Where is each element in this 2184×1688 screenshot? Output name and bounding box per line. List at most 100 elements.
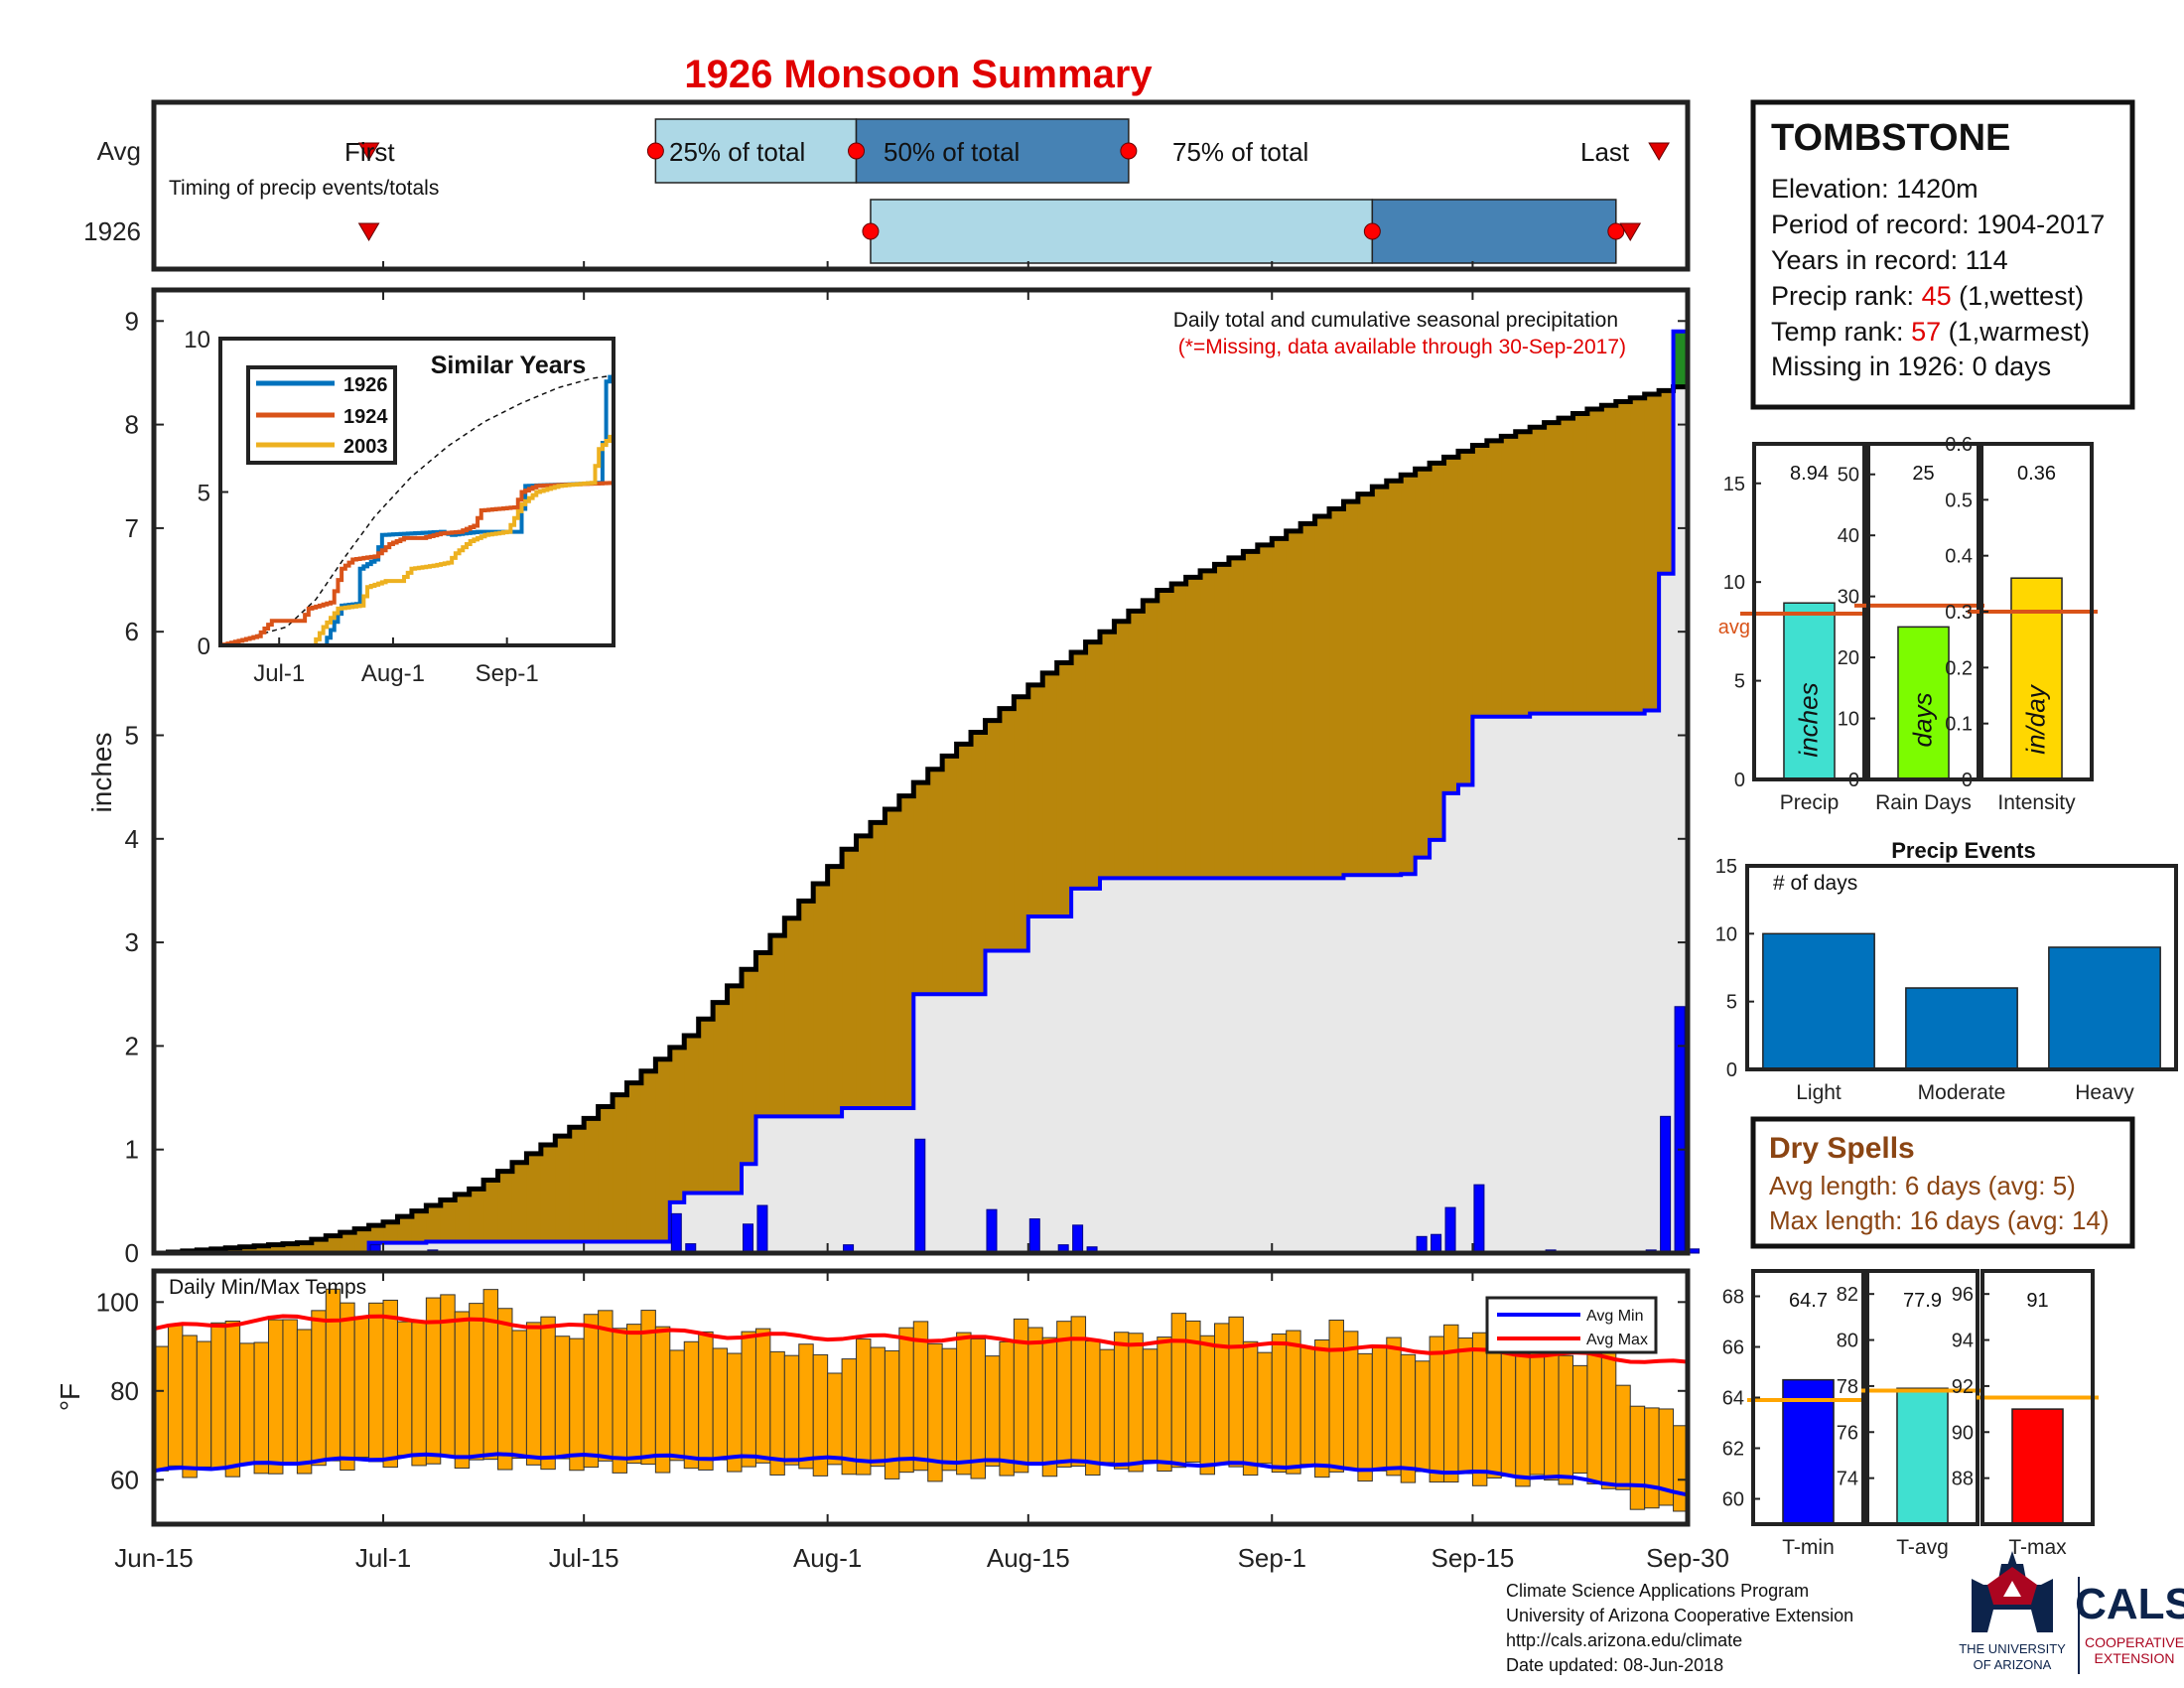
daily-temp-bar bbox=[1357, 1352, 1373, 1482]
ua-a-counter bbox=[2003, 1581, 2021, 1597]
daily-temp-bar bbox=[1529, 1349, 1546, 1476]
precip-deficit-segment bbox=[282, 1243, 298, 1253]
daily-temp-bar bbox=[683, 1340, 700, 1470]
stat-panel-label: Intensity bbox=[1997, 791, 2076, 814]
station-frame bbox=[1750, 99, 2135, 410]
precip-deficit-segment bbox=[368, 1225, 384, 1243]
date-tick-label: Aug-15 bbox=[987, 1543, 1070, 1573]
stat-unit-label: days bbox=[1908, 693, 1938, 748]
daily-temp-bar bbox=[340, 1302, 355, 1472]
daily-temp-bar bbox=[554, 1336, 571, 1460]
stat-y-tick-label: 80 bbox=[1837, 1331, 1858, 1352]
daily-temp-bar bbox=[469, 1303, 484, 1461]
precip-y-tick-label: 7 bbox=[125, 513, 139, 543]
daily-temp-bar bbox=[296, 1329, 313, 1475]
daily-precip-bar bbox=[914, 1138, 926, 1254]
daily-temp-bar bbox=[598, 1310, 614, 1462]
daily-temp-bar bbox=[1457, 1337, 1473, 1475]
precip-y-tick-label: 6 bbox=[125, 617, 139, 646]
precip-deficit-segment bbox=[727, 985, 743, 1194]
events-plot-area: Light Moderate Heavy 0 5 10 15 bbox=[1715, 856, 2161, 1104]
events-y-tick-label: 5 bbox=[1726, 992, 1737, 1014]
daily-temp-bar bbox=[497, 1308, 513, 1471]
daily-temp-bar bbox=[970, 1337, 986, 1479]
stat-value-label: 25 bbox=[1912, 463, 1934, 485]
daily-temp-bar bbox=[1257, 1351, 1273, 1465]
precip-deficit-segment bbox=[913, 782, 929, 995]
daily-precip-bar bbox=[743, 1223, 754, 1254]
footer-line-2: University of Arizona Cooperative Extens… bbox=[1506, 1606, 1853, 1625]
stat-y-tick-label: 0.3 bbox=[1945, 602, 1973, 624]
precip-y-label: inches bbox=[86, 733, 117, 813]
dry-spells-title: Dry Spells bbox=[1769, 1132, 1915, 1165]
daily-precip-bar bbox=[1674, 1006, 1686, 1254]
precip-deficit-segment bbox=[511, 1162, 528, 1242]
precip-deficit-segment bbox=[1128, 611, 1144, 879]
stat-y-tick-label: 92 bbox=[1952, 1376, 1974, 1398]
legend-label-2003: 2003 bbox=[343, 436, 388, 458]
stat-panel-frame bbox=[1980, 1269, 2095, 1526]
precip-deficit-segment bbox=[426, 1205, 442, 1242]
cals-sub-line-1: COOPERATIVE bbox=[2085, 1634, 2184, 1650]
daily-temp-bar bbox=[196, 1340, 212, 1468]
precip-deficit-segment bbox=[827, 866, 843, 1117]
university-of-arizona-logo: THE UNIVERSITY OF ARIZONA bbox=[1959, 1551, 2080, 1674]
timing-avg-q75-marker bbox=[1120, 142, 1138, 160]
similar-years-inset: 0 5 10 Jul-1 Aug-1 Sep-1 Similar Years 1926 1… bbox=[184, 327, 615, 687]
timing-avg-first-marker bbox=[357, 142, 380, 161]
inset-x-tick-label: Sep-1 bbox=[476, 660, 539, 687]
precip-deficit-segment bbox=[1243, 551, 1259, 879]
stat-panel-label: Rain Days bbox=[1875, 791, 1972, 814]
precip-deficit-segment bbox=[1530, 427, 1546, 714]
precip-deficit-segment bbox=[540, 1145, 556, 1242]
precip-deficit-segment bbox=[798, 901, 814, 1117]
precip-deficit-segment bbox=[239, 1246, 255, 1253]
precip-y-tick-label: 3 bbox=[125, 927, 139, 957]
stat-y-tick-label: 0.6 bbox=[1945, 434, 1973, 456]
precip-deficit-segment bbox=[268, 1244, 284, 1253]
precip-deficit-segment bbox=[1559, 418, 1574, 714]
daily-temp-bar bbox=[727, 1352, 743, 1473]
stat-unit-label: inches bbox=[1794, 682, 1824, 757]
daily-temp-bar bbox=[1056, 1321, 1072, 1468]
station-years: Years in record: 114 bbox=[1771, 245, 2008, 275]
daily-temp-bar bbox=[239, 1342, 255, 1466]
date-tick-label: Jun-15 bbox=[114, 1543, 194, 1573]
stat-panel-label: T-avg bbox=[1896, 1536, 1949, 1559]
precip-deficit-segment bbox=[1544, 422, 1560, 714]
date-tick-label: Jul-1 bbox=[355, 1543, 411, 1573]
precip-deficit-segment bbox=[1415, 469, 1431, 858]
daily-precip-bar bbox=[1660, 1115, 1672, 1254]
precip-deficit-segment bbox=[784, 917, 800, 1117]
daily-temp-bar bbox=[698, 1331, 714, 1471]
precip-y-tick-label: 2 bbox=[125, 1031, 139, 1060]
precip-deficit-segment bbox=[927, 769, 943, 995]
daily-temp-bar bbox=[856, 1338, 872, 1476]
footer-line-3: http://cals.arizona.edu/climate bbox=[1506, 1630, 1742, 1650]
precip-deficit-segment bbox=[440, 1199, 456, 1242]
avg-min-temp-line bbox=[153, 1452, 1689, 1497]
daily-temp-bar bbox=[984, 1355, 1001, 1467]
legend-label-avg-min: Avg Min bbox=[1586, 1308, 1644, 1325]
precip-deficit-segment bbox=[598, 1106, 614, 1242]
daily-temp-bar bbox=[1544, 1338, 1560, 1481]
timing-year-q50-q75-bar bbox=[1371, 199, 1617, 264]
precip-deficit-segment bbox=[1430, 463, 1445, 840]
timing-row-avg: Avg bbox=[97, 136, 141, 166]
precip-deficit-segment bbox=[640, 1070, 656, 1242]
avg-cumulative-line bbox=[154, 382, 1691, 1256]
precip-events-chart: Light Moderate Heavy 0 5 10 15 Precip Events #… bbox=[1715, 838, 2178, 1104]
daily-temp-bar bbox=[1429, 1336, 1445, 1483]
precip-deficit-segment bbox=[1515, 431, 1531, 717]
stat-value-label: 8.94 bbox=[1790, 463, 1829, 485]
timing-avg-q25-q50-bar bbox=[654, 118, 858, 184]
station-name: TOMBSTONE bbox=[1771, 117, 2010, 159]
stat-y-tick-label: 68 bbox=[1722, 1287, 1744, 1309]
dry-spells-frame bbox=[1750, 1116, 2135, 1249]
temp-chart-title: Daily Min/Max Temps bbox=[169, 1276, 366, 1299]
daily-temp-bar bbox=[941, 1347, 958, 1472]
precip-deficit-segment bbox=[569, 1127, 585, 1242]
inset-y-tick-label: 5 bbox=[198, 481, 210, 507]
precip-deficit-segment bbox=[999, 708, 1015, 951]
